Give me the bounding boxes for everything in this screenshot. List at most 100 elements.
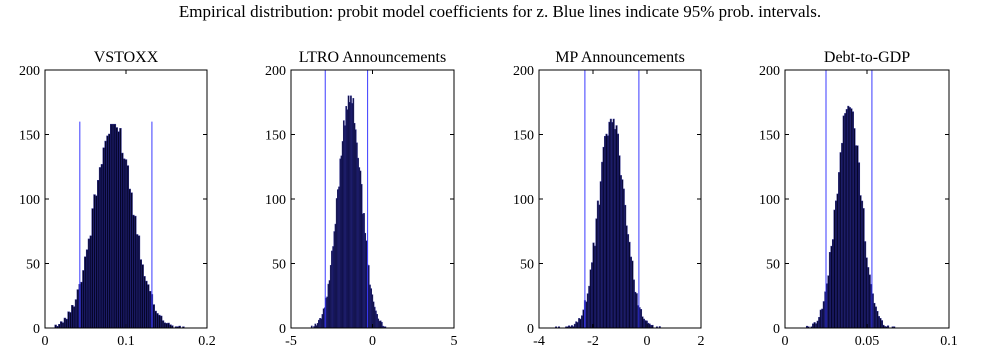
histogram-bar xyxy=(165,323,168,329)
histogram-bar xyxy=(106,135,109,329)
histogram-bar xyxy=(84,256,87,329)
histogram-bar xyxy=(132,214,135,329)
histogram-bar xyxy=(89,235,92,329)
x-tick-label: 5 xyxy=(451,334,458,349)
chart-panel-3: MP Announcements 0 50 100 150 200 -4 -2 0 2 xyxy=(513,49,705,349)
histogram-bar xyxy=(74,299,78,329)
y-tick-label: 200 xyxy=(513,64,534,79)
histogram-bar xyxy=(85,249,89,329)
y-tick-label: 0 xyxy=(773,322,780,337)
y-tick-label: 50 xyxy=(520,258,534,273)
y-tick-label: 150 xyxy=(265,129,286,144)
histogram-bar xyxy=(91,208,94,329)
y-tick-label: 100 xyxy=(19,193,40,208)
histogram-bar xyxy=(115,127,118,329)
y-tick-label: 150 xyxy=(19,129,40,144)
x-tick-label: 2 xyxy=(698,334,705,349)
y-tick-label: 150 xyxy=(513,129,534,144)
histogram-bar xyxy=(148,291,152,329)
histogram-bar xyxy=(87,238,91,329)
histogram-bar xyxy=(124,159,128,329)
histogram-bar xyxy=(76,289,80,329)
histogram-bar xyxy=(104,140,107,329)
x-tick-label: 0.2 xyxy=(198,334,216,349)
x-tick-label: 0 xyxy=(644,334,651,349)
histogram-bar xyxy=(126,165,130,329)
histogram-bar xyxy=(139,259,142,329)
histogram-bar xyxy=(137,235,141,329)
histogram-bar xyxy=(69,312,72,329)
histogram-bar xyxy=(122,158,126,329)
y-tick-label: 200 xyxy=(265,64,286,79)
histogram-bar xyxy=(119,128,122,329)
histogram-bar xyxy=(65,318,68,329)
y-tick-label: 150 xyxy=(759,129,780,144)
histogram-bar xyxy=(82,270,85,329)
y-tick-label: 100 xyxy=(265,193,286,208)
histogram-bar xyxy=(134,215,137,329)
y-tick-label: 100 xyxy=(513,193,534,208)
y-tick-label: 200 xyxy=(759,64,780,79)
histogram-bar xyxy=(71,305,74,329)
x-tick-label: 0.05 xyxy=(855,334,880,349)
histogram-bar xyxy=(110,123,113,329)
y-tick-label: 0 xyxy=(33,322,40,337)
histogram-bar xyxy=(163,322,167,329)
histogram-bar xyxy=(143,276,146,329)
histogram-bar xyxy=(145,280,148,329)
histogram-bar xyxy=(63,317,67,329)
chart-panel-1: VSTOXX 0 50 100 150 200 0 0.1 0.2 xyxy=(19,49,216,349)
histogram-bar xyxy=(154,310,157,329)
y-tick-label: 50 xyxy=(26,258,40,273)
histogram-bar xyxy=(108,133,111,329)
histogram-bar xyxy=(80,281,83,329)
histogram-bar xyxy=(58,324,61,329)
histogram-bar xyxy=(97,180,100,329)
histogram-bar xyxy=(67,311,70,329)
histogram-bar xyxy=(160,315,163,329)
axes-box xyxy=(290,69,455,329)
x-tick-label: -5 xyxy=(285,334,297,349)
x-tick-label: 0.1 xyxy=(117,334,135,349)
x-tick-label: 0 xyxy=(42,334,49,349)
y-tick-label: 50 xyxy=(272,258,286,273)
histogram-bar xyxy=(102,147,105,329)
histogram-bar xyxy=(135,234,139,329)
histogram-bar xyxy=(167,322,170,329)
histogram-bar xyxy=(61,322,65,329)
y-tick-label: 0 xyxy=(279,322,286,337)
histogram-bar xyxy=(72,306,76,329)
panel-title: MP Announcements xyxy=(555,49,685,66)
panel-title: Debt-to-GDP xyxy=(824,49,910,66)
histogram-bar xyxy=(95,195,98,329)
histogram-bar xyxy=(98,167,102,329)
histogram-bar xyxy=(117,131,120,329)
x-tick-label: -4 xyxy=(533,334,545,349)
histogram-bar xyxy=(130,192,133,329)
x-tick-label: 0 xyxy=(782,334,789,349)
histogram-bar xyxy=(113,123,117,329)
y-tick-label: 0 xyxy=(527,322,534,337)
histogram-bar xyxy=(121,152,124,329)
x-tick-label: 0 xyxy=(369,334,376,349)
y-tick-label: 100 xyxy=(759,193,780,208)
histogram-bar xyxy=(93,194,96,329)
histogram-bar xyxy=(111,123,115,329)
figure-title: Empirical distribution: probit model coe… xyxy=(178,2,822,21)
y-tick-label: 50 xyxy=(766,258,780,273)
histogram-bar xyxy=(60,321,63,329)
histogram-bar xyxy=(152,304,155,329)
x-tick-label: -2 xyxy=(587,334,599,349)
histogram-bar xyxy=(141,264,144,329)
panel-title: VSTOXX xyxy=(94,49,159,66)
histogram-bar xyxy=(161,320,165,329)
x-tick-label: 0.1 xyxy=(940,334,958,349)
y-tick-label: 200 xyxy=(19,64,40,79)
histogram-bar xyxy=(100,164,104,329)
chart-panel-4: Debt-to-GDP 0 50 100 150 200 0 0.05 0.1 xyxy=(759,49,958,349)
panel-title: LTRO Announcements xyxy=(299,49,446,66)
histogram-bar xyxy=(128,188,131,329)
histogram-bar xyxy=(158,314,161,329)
